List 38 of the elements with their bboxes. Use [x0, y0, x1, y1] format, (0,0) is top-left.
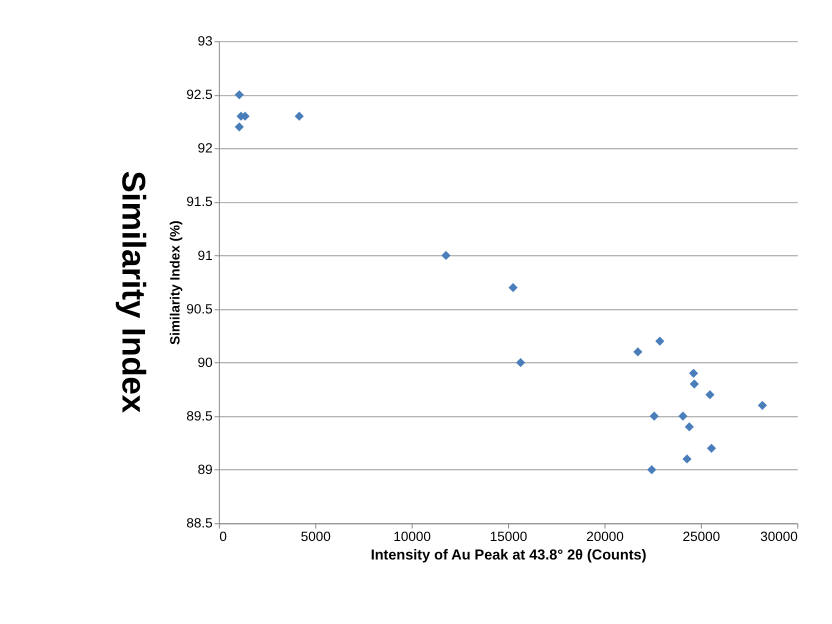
point	[655, 336, 664, 346]
x-tick-label: 20000	[586, 529, 624, 544]
x-tick-label: 25000	[682, 529, 720, 544]
y-tick-label: 89.5	[186, 408, 213, 424]
point	[234, 90, 244, 100]
point	[508, 283, 518, 292]
point	[758, 400, 767, 410]
point	[650, 412, 659, 421]
point	[294, 112, 304, 121]
point	[682, 454, 692, 464]
point	[688, 368, 698, 378]
point	[633, 347, 642, 356]
point	[441, 250, 451, 260]
point	[684, 422, 694, 432]
y-tick-label: 88.5	[186, 516, 213, 531]
x-tick-label: 10000	[393, 529, 431, 544]
x-tick-label: 30000	[760, 529, 798, 544]
point	[706, 444, 716, 453]
point	[705, 390, 715, 400]
y-axis-title: Similarity Index (%)	[168, 220, 183, 345]
point	[234, 122, 244, 132]
y-tick-label: 91.5	[186, 194, 213, 210]
point	[647, 465, 656, 474]
y-tick-label: 92	[198, 140, 213, 156]
x-tick-label: 5000	[300, 529, 331, 544]
text: Similarity Index	[115, 170, 152, 413]
point	[678, 412, 688, 421]
y-tick-label: 90.5	[186, 301, 213, 316]
point	[516, 358, 526, 368]
y-tick-label: 93	[198, 34, 213, 49]
x-axis-title: Intensity of Au Peak at 43.8° 2θ (Counts)	[370, 547, 647, 564]
x-tick-label: 15000	[490, 529, 528, 544]
x-tick-label: 0	[219, 529, 227, 544]
y-tick-label: 92.5	[186, 87, 213, 102]
y-tick-label: 89	[198, 462, 213, 478]
y-tick-label: 90	[198, 354, 213, 370]
y-tick-label: 91	[198, 248, 213, 263]
point	[690, 379, 699, 389]
